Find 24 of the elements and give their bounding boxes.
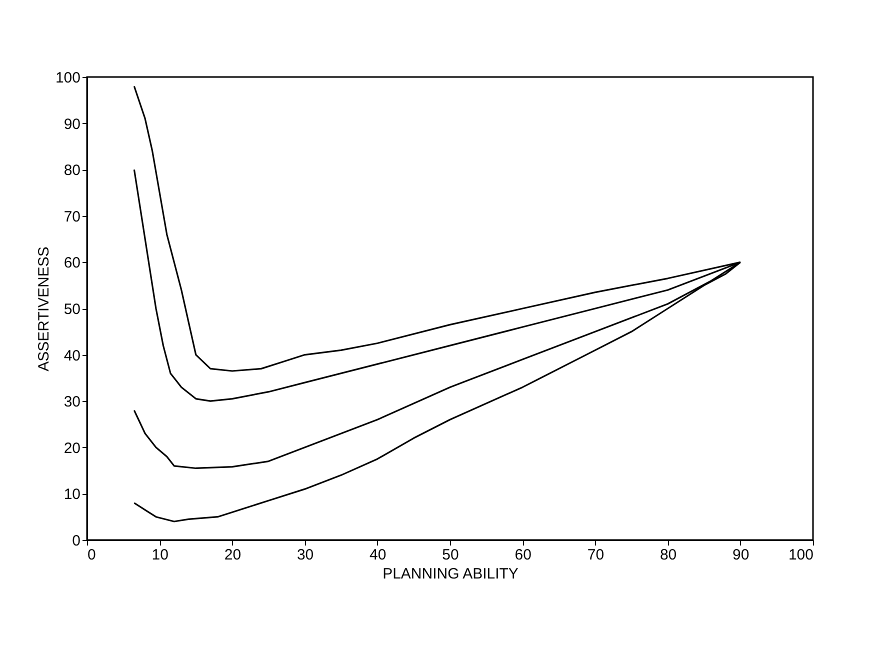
x-tick-label: 100 xyxy=(788,546,814,564)
y-tick-label: 90 xyxy=(64,116,80,133)
x-tick-label: 60 xyxy=(514,546,532,564)
x-tick-label: 10 xyxy=(152,546,168,564)
x-tick-label: 70 xyxy=(587,546,604,564)
x-tick-label: 80 xyxy=(660,546,677,564)
y-tick-label: 100 xyxy=(55,70,80,86)
y-tick-label: 30 xyxy=(64,394,80,411)
y-tick-label: 10 xyxy=(64,486,80,504)
y-tick-label: 0 xyxy=(72,532,80,550)
y-tick-label: 70 xyxy=(64,208,80,226)
x-axis-title: PLANNING ABILITY xyxy=(382,566,518,582)
x-tick-label: 0 xyxy=(88,546,96,564)
y-axis-title: ASSERTIVENESS xyxy=(35,246,52,372)
y-tick-label: 40 xyxy=(64,347,80,364)
x-tick-label: 50 xyxy=(442,546,459,564)
x-tick-label: 40 xyxy=(370,546,386,564)
y-tick-label: 50 xyxy=(64,301,80,318)
y-tick-label: 80 xyxy=(64,162,80,180)
y-tick-label: 20 xyxy=(64,440,80,457)
x-tick-label: 30 xyxy=(296,546,314,564)
y-tick-label: 60 xyxy=(64,254,80,272)
x-tick-label: 20 xyxy=(224,546,242,564)
x-tick-label: 90 xyxy=(732,546,750,564)
